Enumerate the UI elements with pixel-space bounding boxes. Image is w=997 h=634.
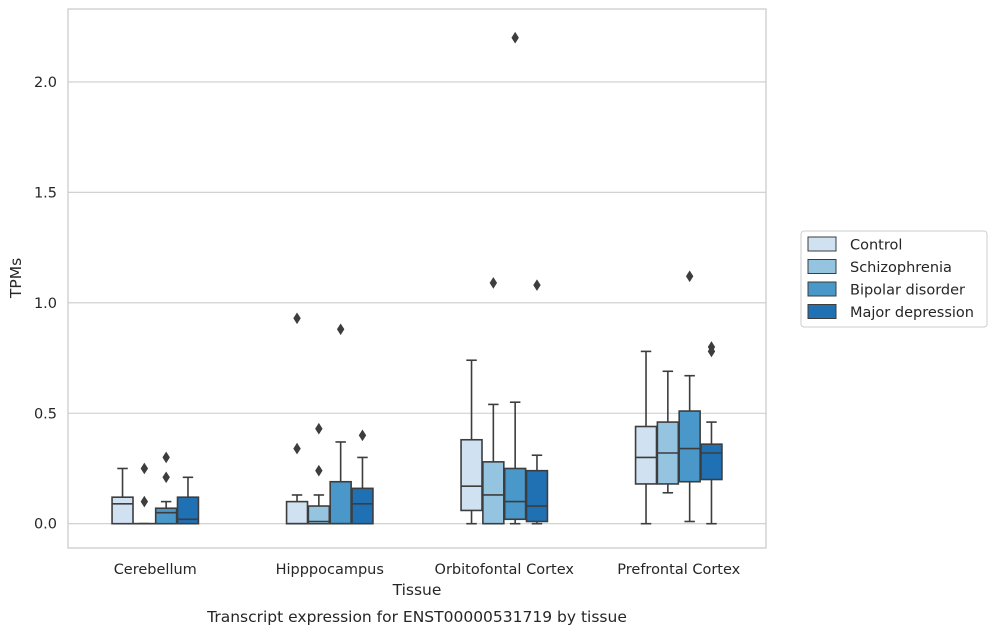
chart-caption: Transcript expression for ENST0000053171… [206,608,627,626]
box-iqr [329,480,352,525]
outlier-point [511,31,519,44]
box-2-1 [482,277,505,525]
box-1-0 [285,312,309,525]
x-axis-label: Tissue [392,581,442,599]
legend-swatch [807,259,837,274]
box-2-0 [460,359,483,525]
x-tick-label: Cerebellum [114,562,197,578]
outlier-point [162,471,170,484]
outlier-point [336,323,345,336]
box-iqr [285,500,309,525]
y-tick-label: 1.0 [34,296,57,312]
box-iqr [111,496,134,525]
y-tick-labels: 0.0 0.5 1.0 1.5 2.0 [34,75,57,533]
outlier-point [315,422,323,435]
y-tick-label: 0.5 [34,406,57,422]
box-0-1 [133,462,156,525]
legend-frame [800,230,988,328]
box-3-3 [700,341,723,525]
outlier-point [293,442,301,455]
box-iqr [503,467,527,521]
legend-swatch [807,281,837,297]
box-iqr [634,425,658,485]
legend-swatch [807,236,837,252]
outlier-point [707,345,716,358]
box-iqr [154,507,178,525]
box-iqr [176,496,200,525]
box-iqr [460,438,483,512]
outlier-point [358,429,367,442]
box-3-0 [634,350,658,525]
box-2-2 [503,31,527,525]
box-groups [111,31,723,525]
box-1-3 [351,429,374,525]
outlier-point [140,462,149,475]
box-iqr [351,487,374,525]
y-axis-label: TPMs [7,258,25,299]
plot-area-frame [67,8,767,549]
box-0-3 [176,476,200,525]
outlier-point [489,277,498,289]
y-tick-label: 2.0 [34,75,57,91]
box-1-2 [329,323,352,525]
box-iqr [482,461,505,525]
outlier-point [162,451,170,464]
x-tick-labels: Cerebellum Hipppocampus Orbitofontal Corte… [114,562,741,578]
legend-label: Schizophrenia [850,260,952,276]
box-0-0 [111,467,134,525]
outlier-point [533,279,541,291]
y-tick-label: 0.0 [34,517,57,533]
x-tick-label: Orbitofontal Cortex [435,562,575,578]
legend-label: Control [850,238,902,254]
outlier-point [293,312,301,325]
legend: Control Schizophrenia Bipolar disorder Majo… [800,230,988,328]
box-0-2 [154,451,178,525]
outlier-point [315,464,323,477]
y-tick-label: 1.5 [34,185,57,201]
box-iqr [525,469,549,523]
outlier-point [140,495,149,508]
box-iqr [307,505,331,525]
box-iqr [678,410,701,483]
outlier-point [685,270,694,283]
x-tick-label: Hipppocampus [276,562,384,578]
legend-label: Major depression [850,305,974,321]
box-1-1 [307,422,331,525]
box-3-2 [678,270,701,523]
legend-label: Bipolar disorder [850,283,965,299]
box-2-3 [525,279,549,525]
box-iqr [700,443,723,481]
legend-swatch [807,304,837,319]
x-tick-label: Prefrontal Cortex [617,562,740,578]
box-3-1 [656,370,680,494]
